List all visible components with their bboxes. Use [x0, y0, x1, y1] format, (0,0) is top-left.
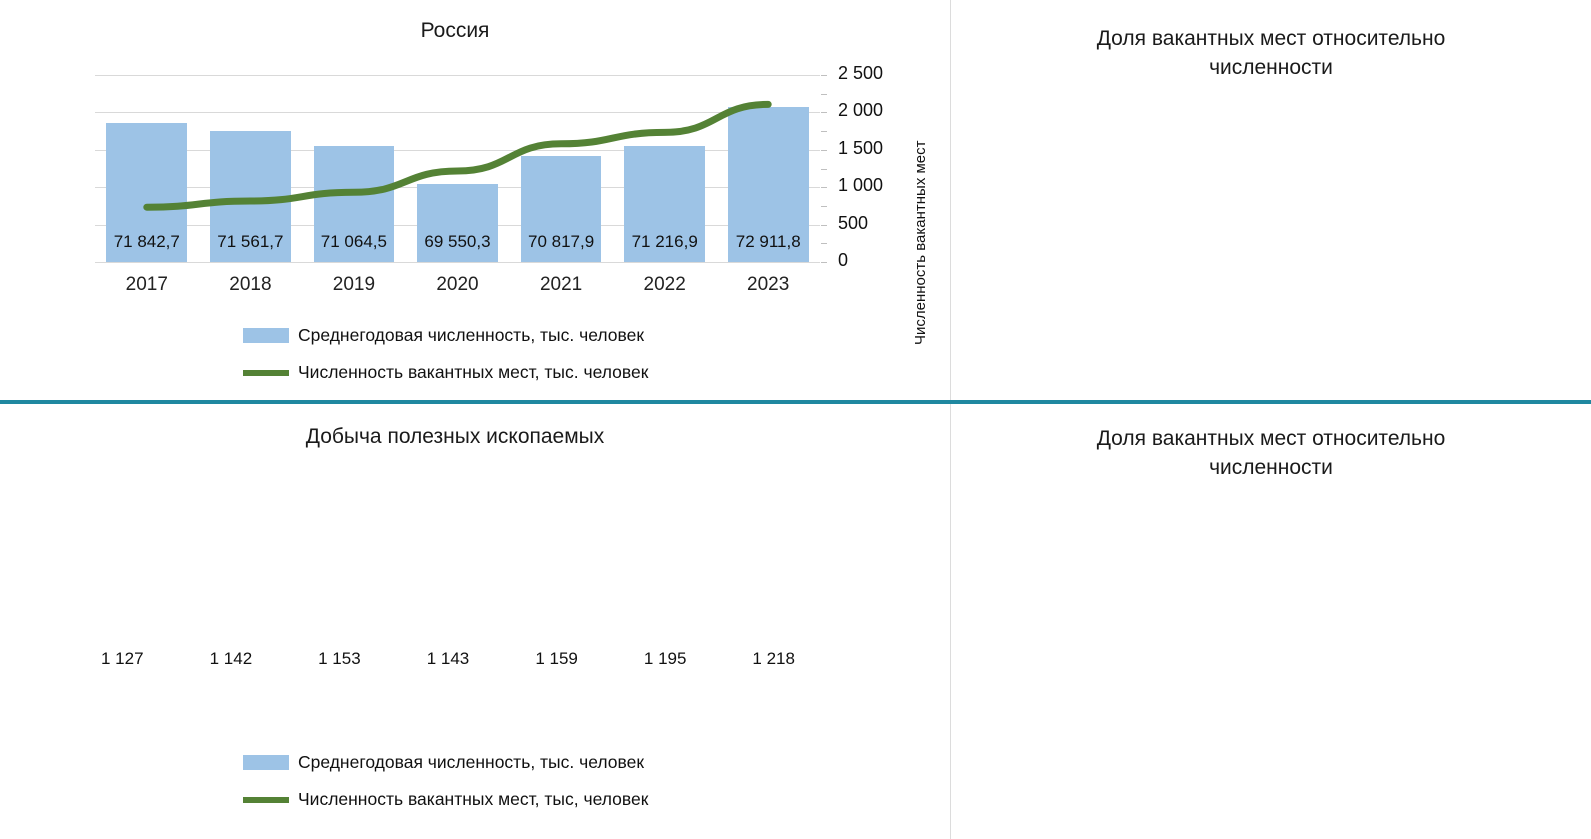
axis-tickmark — [821, 149, 827, 151]
y-axis-title: Численность вакантных мест — [912, 140, 929, 345]
chart-title: Доля вакантных мест относительно численн… — [1096, 427, 1446, 479]
y-axis-tick-label: 1 500 — [838, 137, 884, 158]
axis-tickmark — [821, 224, 827, 226]
chart-panel-mining-combo: Добыча полезных ископаемых 2017201820192… — [0, 404, 950, 839]
vacancies-line-series — [143, 100, 772, 211]
bar-data-label: 1 195 — [643, 649, 687, 668]
legend-bar-swatch — [243, 328, 289, 343]
vertical-divider-top — [950, 0, 951, 400]
bar-data-label: 72 911,8 — [735, 232, 801, 251]
bar — [727, 107, 809, 262]
bar-data-label: 1 159 — [535, 649, 578, 668]
bar — [313, 145, 395, 262]
legend-item-bar: Среднегодовая численность, тыс. человек — [243, 752, 644, 773]
chart-title: Добыча полезных ископаемых — [305, 425, 605, 448]
legend-line-label: Численность вакантных мест, тыс. человек — [298, 362, 649, 382]
x-axis-label: 2023 — [747, 274, 790, 295]
chart-panel-russia-share: Доля вакантных мест относительно численн… — [951, 0, 1591, 400]
bar-data-label: 71 064,5 — [320, 232, 387, 251]
gridline — [95, 75, 820, 76]
x-axis-label: 2021 — [539, 274, 583, 295]
bar — [520, 155, 602, 262]
bar — [624, 145, 706, 262]
y-axis-tick-label: 0 — [838, 250, 849, 270]
axis-tickmark — [821, 262, 827, 263]
legend-line-swatch — [243, 369, 289, 376]
bar-data-label: 1 127 — [101, 649, 144, 668]
gridline — [95, 112, 820, 114]
chart-title: Россия — [420, 19, 490, 42]
y-axis-tick-label: 500 — [838, 212, 869, 233]
plot-area — [95, 75, 820, 263]
x-axis-label: 2017 — [125, 274, 168, 295]
bar-data-label: 1 143 — [426, 649, 470, 668]
x-axis-label: 2019 — [332, 274, 376, 295]
bar-data-label: 1 153 — [318, 649, 361, 668]
bar-data-label: 69 550,3 — [424, 232, 491, 251]
x-axis-label: 2022 — [643, 274, 686, 295]
bar — [106, 123, 188, 262]
x-axis-label: 2020 — [436, 274, 479, 295]
bar-data-label: 71 216,9 — [631, 232, 698, 251]
axis-tickmark — [821, 131, 827, 133]
bar — [417, 183, 498, 262]
legend-item-bar: Среднегодовая численность, тыс. человек — [243, 325, 644, 346]
axis-tickmark — [821, 112, 827, 114]
legend-bar-label: Среднегодовая численность, тыс. человек — [298, 752, 645, 772]
chart-panel-russia-combo: Россия 2017 2018 2019 2020 2021 2022 2023 0 500… — [0, 0, 950, 400]
chart-title: Доля вакантных мест относительно численн… — [1096, 27, 1446, 79]
gridline — [95, 149, 820, 151]
gridline — [95, 262, 820, 263]
vertical-divider-bottom — [950, 404, 951, 839]
bar-data-label: 71 561,7 — [217, 232, 284, 251]
bar-data-label: 70 817,9 — [527, 232, 595, 251]
horizontal-divider — [0, 400, 1591, 404]
legend-bar-label: Среднегодовая численность, тыс. человек — [298, 325, 645, 345]
axis-tickmark — [821, 243, 827, 245]
bar-data-label: 1 218 — [752, 649, 795, 668]
axis-tickmark — [821, 187, 827, 189]
legend-line-label: Численность вакантных мест, тыс, человек — [298, 789, 649, 809]
axis-tickmark — [821, 93, 827, 95]
axis-tickmark — [821, 205, 827, 207]
axis-tickmark — [821, 168, 827, 170]
y-axis-tick-label: 2 000 — [838, 100, 884, 121]
y-axis-tick-label: 1 000 — [838, 175, 884, 196]
legend-line-swatch — [243, 796, 289, 803]
y-axis-tick-label: 2 500 — [838, 63, 884, 83]
legend-item-line: Численность вакантных мест, тыс. человек — [243, 362, 648, 383]
axis-tickmark — [821, 75, 827, 76]
bar-data-label: 71 842,7 — [113, 232, 180, 251]
bar-data-label: 1 142 — [209, 649, 253, 668]
x-axis-label: 2018 — [229, 274, 272, 295]
legend-item-line: Численность вакантных мест, тыс, человек — [243, 789, 648, 810]
legend-bar-swatch — [243, 755, 289, 770]
chart-panel-mining-share: Доля вакантных мест относительно численн… — [951, 404, 1591, 839]
